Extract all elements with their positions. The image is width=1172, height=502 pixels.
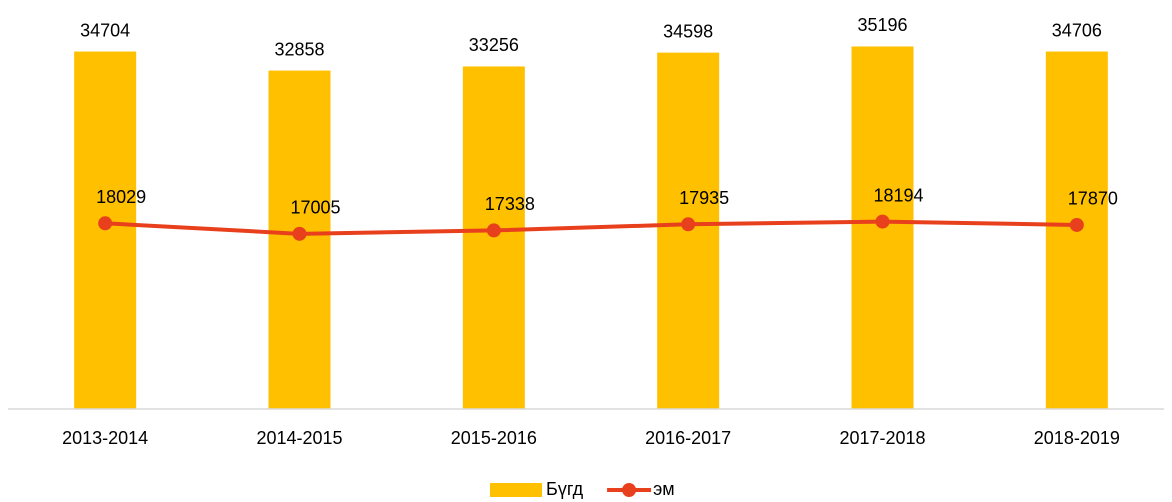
x-tick-label: 2015-2016 [451, 428, 537, 448]
x-tick-label: 2013-2014 [62, 428, 148, 448]
line-point [681, 217, 696, 232]
line-point [1069, 217, 1084, 232]
bar-value-label: 33256 [469, 35, 519, 55]
x-tick-label: 2014-2015 [256, 428, 342, 448]
bar-value-label: 32858 [274, 39, 324, 59]
line-value-label: 17338 [485, 194, 535, 214]
bar-value-label: 34598 [663, 21, 713, 41]
line-value-label: 17005 [290, 198, 340, 218]
x-tick-label: 2017-2018 [839, 428, 925, 448]
line-value-label: 17935 [679, 188, 729, 208]
bar [462, 66, 525, 410]
legend-swatch [490, 483, 542, 497]
line-point [98, 216, 113, 231]
line-point [875, 214, 890, 229]
line-value-label: 18194 [873, 185, 923, 205]
x-tick-label: 2018-2019 [1034, 428, 1120, 448]
bar-value-label: 34706 [1052, 20, 1102, 40]
legend-label: Бүгд [546, 479, 584, 499]
bar-value-label: 35196 [857, 15, 907, 35]
line [105, 219, 1077, 236]
line-value-label: 17870 [1068, 189, 1118, 209]
legend-swatch [622, 483, 637, 497]
line-point [292, 226, 307, 241]
x-tick-label: 2016-2017 [645, 428, 731, 448]
line-point [486, 223, 501, 238]
line-value-label: 18029 [96, 187, 146, 207]
legend-label: эм [653, 479, 675, 499]
bar-value-label: 34704 [80, 20, 130, 40]
